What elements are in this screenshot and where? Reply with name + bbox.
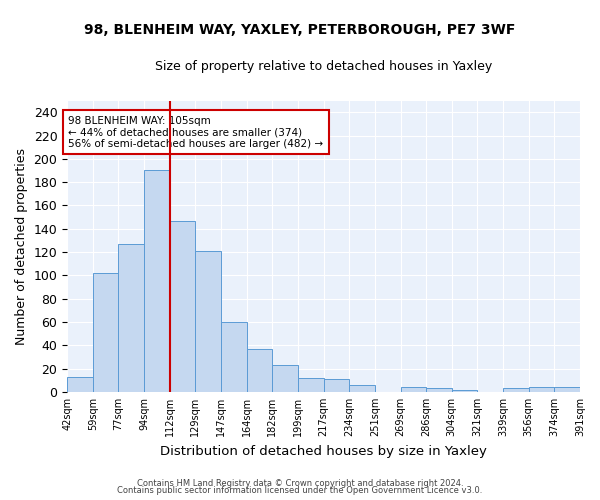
- Title: Size of property relative to detached houses in Yaxley: Size of property relative to detached ho…: [155, 60, 492, 73]
- Bar: [426, 388, 452, 392]
- Bar: [298, 378, 323, 392]
- Bar: [452, 390, 478, 392]
- Text: 98 BLENHEIM WAY: 105sqm
← 44% of detached houses are smaller (374)
56% of semi-d: 98 BLENHEIM WAY: 105sqm ← 44% of detache…: [68, 116, 323, 149]
- Bar: [323, 379, 349, 392]
- Bar: [93, 273, 118, 392]
- Bar: [529, 388, 554, 392]
- Bar: [221, 322, 247, 392]
- Bar: [247, 349, 272, 392]
- Bar: [196, 251, 221, 392]
- Bar: [401, 388, 426, 392]
- Bar: [144, 170, 170, 392]
- Bar: [503, 388, 529, 392]
- Bar: [170, 220, 196, 392]
- Text: 98, BLENHEIM WAY, YAXLEY, PETERBOROUGH, PE7 3WF: 98, BLENHEIM WAY, YAXLEY, PETERBOROUGH, …: [85, 22, 515, 36]
- Y-axis label: Number of detached properties: Number of detached properties: [15, 148, 28, 344]
- Text: Contains public sector information licensed under the Open Government Licence v3: Contains public sector information licen…: [118, 486, 482, 495]
- Bar: [272, 365, 298, 392]
- Bar: [118, 244, 144, 392]
- Bar: [67, 377, 93, 392]
- Bar: [349, 385, 375, 392]
- X-axis label: Distribution of detached houses by size in Yaxley: Distribution of detached houses by size …: [160, 444, 487, 458]
- Text: Contains HM Land Registry data © Crown copyright and database right 2024.: Contains HM Land Registry data © Crown c…: [137, 478, 463, 488]
- Bar: [554, 388, 580, 392]
